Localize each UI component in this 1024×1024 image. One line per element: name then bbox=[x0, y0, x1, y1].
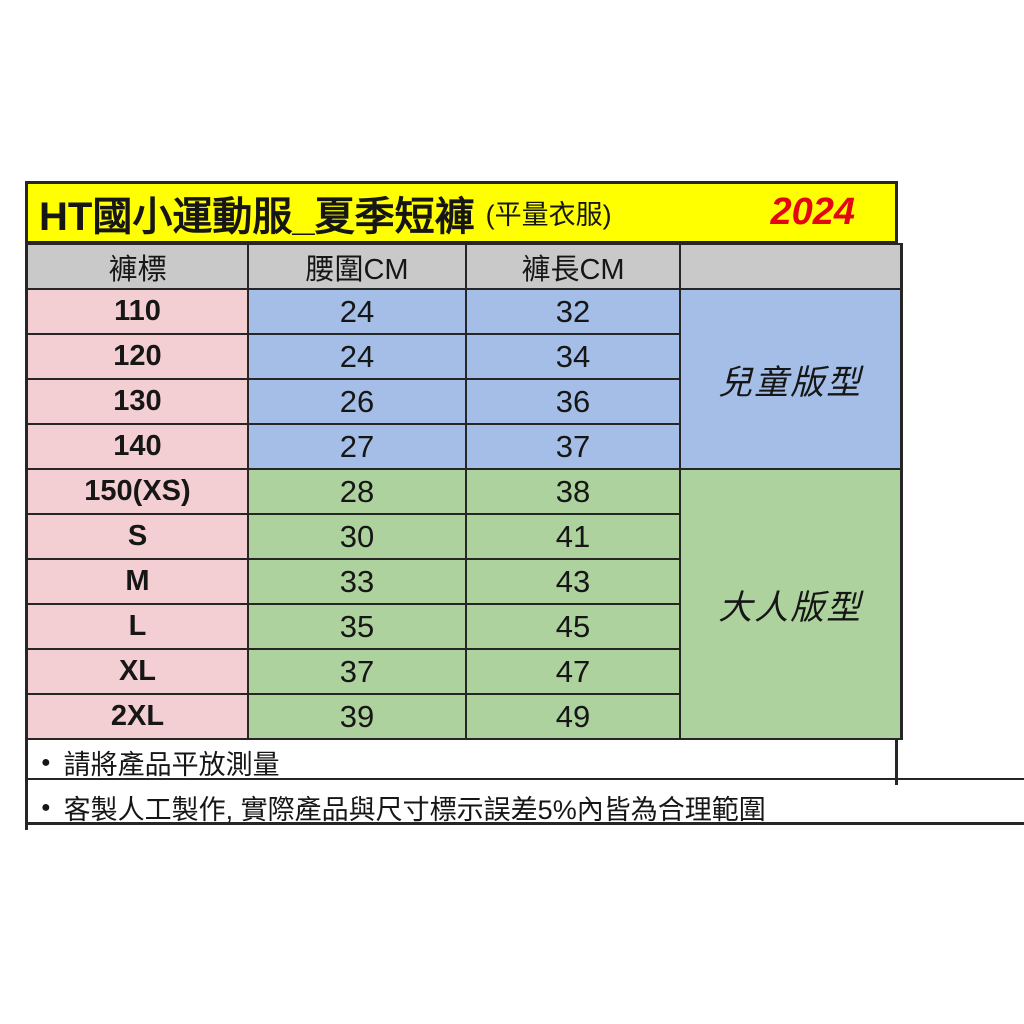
size-row-m: M 33 43 bbox=[28, 558, 901, 605]
length-value-cell: 38 bbox=[465, 468, 681, 515]
waist-value-cell: 39 bbox=[247, 693, 467, 740]
length-value-cell: 36 bbox=[465, 378, 681, 425]
col-header-waist: 腰圍CM bbox=[247, 243, 467, 290]
length-value-cell: 32 bbox=[465, 288, 681, 335]
waist-value-cell: 27 bbox=[247, 423, 467, 470]
waist-value-cell: 33 bbox=[247, 558, 467, 605]
size-row-s: S 30 41 bbox=[28, 513, 901, 560]
chart-title: HT國小運動服_夏季短褲 bbox=[39, 194, 475, 239]
size-row-130: 130 26 36 bbox=[28, 378, 901, 425]
size-row-2xl: 2XL 39 49 bbox=[28, 693, 901, 740]
size-row-150xs: 150(XS) 28 38 大人版型 bbox=[28, 468, 903, 740]
length-value-cell: 34 bbox=[465, 333, 681, 380]
waist-value-cell: 37 bbox=[247, 648, 467, 695]
length-value-cell: 43 bbox=[465, 558, 681, 605]
adult-category-cell: 大人版型 bbox=[679, 468, 903, 740]
note-text: 請將產品平放測量 bbox=[63, 750, 280, 780]
length-value-cell: 45 bbox=[465, 603, 681, 650]
waist-value-cell: 24 bbox=[247, 333, 467, 380]
waist-value-cell: 28 bbox=[247, 468, 467, 515]
header-row: 褲標 腰圍CM 褲長CM bbox=[28, 243, 903, 290]
divider-line-extension bbox=[25, 778, 1024, 780]
size-label-cell: M bbox=[28, 558, 249, 605]
size-row-xl: XL 37 47 bbox=[28, 648, 901, 695]
length-value-cell: 41 bbox=[465, 513, 681, 560]
size-label-cell: 130 bbox=[28, 378, 249, 425]
length-value-cell: 49 bbox=[465, 693, 681, 740]
child-category-cell: 兒童版型 bbox=[679, 288, 903, 470]
measurement-method-note: (平量衣服) bbox=[485, 200, 612, 230]
length-value-cell: 37 bbox=[465, 423, 681, 470]
length-value-cell: 47 bbox=[465, 648, 681, 695]
bottom-line-extension bbox=[25, 822, 1024, 825]
chart-title-bar: HT國小運動服_夏季短褲 (平量衣服) 2024 bbox=[28, 184, 898, 243]
waist-value-cell: 24 bbox=[247, 288, 467, 335]
size-row-140: 140 27 37 bbox=[28, 423, 901, 470]
col-header-size: 褲標 bbox=[28, 243, 249, 290]
waist-value-cell: 30 bbox=[247, 513, 467, 560]
year-badge: 2024 bbox=[770, 191, 855, 233]
size-row-110: 110 24 32 兒童版型 bbox=[28, 288, 903, 470]
size-row-l: L 35 45 bbox=[28, 603, 901, 650]
note-text: 客製人工製作, 實際產品與尺寸標示誤差5%內皆為合理範圍 bbox=[63, 795, 766, 825]
bullet-icon: ● bbox=[41, 798, 51, 816]
waist-value-cell: 35 bbox=[247, 603, 467, 650]
note-measure-flat: ● 請將產品平放測量 bbox=[28, 740, 898, 785]
size-chart-sheet: HT國小運動服_夏季短褲 (平量衣服) 2024 褲標 腰圍CM 褲長CM 11… bbox=[25, 181, 903, 830]
size-label-cell: L bbox=[28, 603, 249, 650]
bullet-icon: ● bbox=[41, 753, 51, 771]
size-row-120: 120 24 34 bbox=[28, 333, 901, 380]
size-table: 褲標 腰圍CM 褲長CM 110 24 32 兒童版型 120 24 34 bbox=[28, 243, 903, 740]
size-label-cell: 150(XS) bbox=[28, 468, 249, 515]
waist-value-cell: 26 bbox=[247, 378, 467, 425]
size-label-cell: 140 bbox=[28, 423, 249, 470]
size-label-cell: XL bbox=[28, 648, 249, 695]
size-label-cell: 110 bbox=[28, 288, 249, 335]
size-label-cell: S bbox=[28, 513, 249, 560]
size-label-cell: 120 bbox=[28, 333, 249, 380]
col-header-category bbox=[679, 243, 903, 290]
col-header-length: 褲長CM bbox=[465, 243, 681, 290]
size-label-cell: 2XL bbox=[28, 693, 249, 740]
